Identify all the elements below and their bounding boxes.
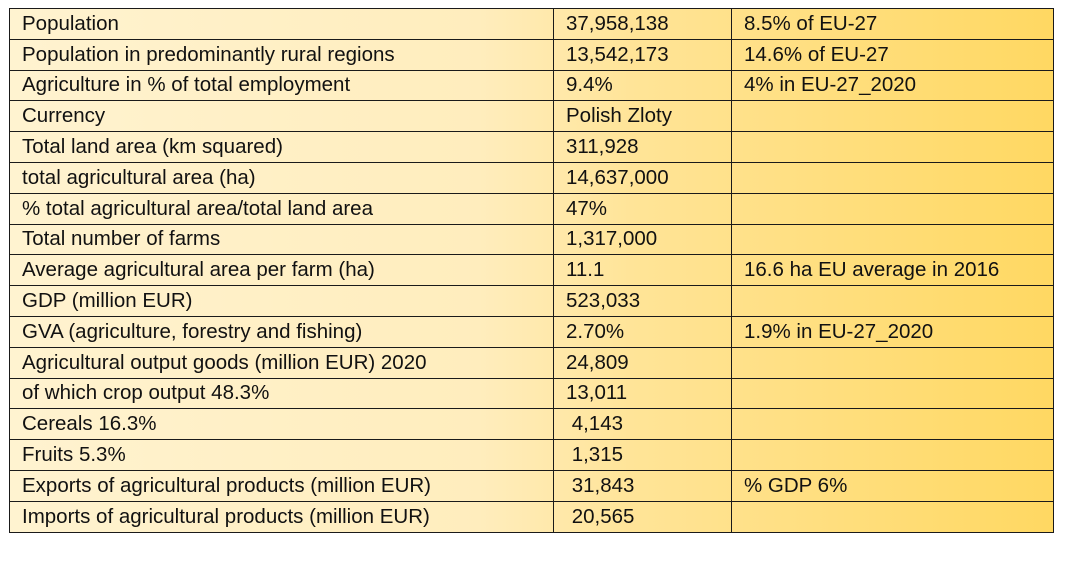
row-note [731, 131, 1054, 163]
row-note: % GDP 6% [731, 469, 1054, 502]
row-label: GDP (million EUR) [9, 285, 554, 317]
table-row: of which crop output 48.3% 13,011 [9, 377, 1054, 410]
row-value: 1,317,000 [553, 223, 732, 256]
table-row: total agricultural area (ha) 14,637,000 [9, 161, 1054, 194]
table-row: Fruits 5.3% 1,315 [9, 439, 1054, 471]
table-row: Currency Polish Zloty [9, 100, 1054, 133]
table-row: Total number of farms 1,317,000 [9, 223, 1054, 256]
row-note [731, 161, 1054, 194]
row-label: Total number of farms [9, 223, 554, 256]
row-note [731, 500, 1054, 533]
row-note [731, 346, 1054, 379]
table-row: Population in predominantly rural region… [9, 38, 1054, 71]
row-label: Population [9, 8, 554, 40]
row-note: 4% in EU-27_2020 [731, 69, 1054, 102]
table-row: Population 37,958,138 8.5% of EU-27 [9, 8, 1054, 40]
table-row: % total agricultural area/total land are… [9, 192, 1054, 225]
table-row: Exports of agricultural products (millio… [9, 469, 1054, 502]
row-note: 14.6% of EU-27 [731, 38, 1054, 71]
row-note [731, 377, 1054, 410]
table-row: GDP (million EUR) 523,033 [9, 285, 1054, 317]
row-note [731, 223, 1054, 256]
table-row: GVA (agriculture, forestry and fishing) 2… [9, 315, 1054, 348]
row-value: 24,809 [553, 346, 732, 379]
row-value: 2.70% [553, 315, 732, 348]
row-label: Exports of agricultural products (millio… [9, 469, 554, 502]
row-value: 13,542,173 [553, 38, 732, 71]
row-note [731, 439, 1054, 471]
row-value: Polish Zloty [553, 100, 732, 133]
row-value: 4,143 [553, 408, 732, 441]
row-value: 31,843 [553, 469, 732, 502]
table-row: Agricultural output goods (million EUR) … [9, 346, 1054, 379]
row-label: Currency [9, 100, 554, 133]
table-row: Imports of agricultural products (millio… [9, 500, 1054, 533]
row-value: 14,637,000 [553, 161, 732, 194]
agriculture-statistics-table: Population 37,958,138 8.5% of EU-27 Populat… [9, 8, 1054, 533]
row-label: Population in predominantly rural region… [9, 38, 554, 71]
row-value: 11.1 [553, 254, 732, 287]
row-note [731, 100, 1054, 133]
row-note [731, 408, 1054, 441]
row-note: 16.6 ha EU average in 2016 [731, 254, 1054, 287]
row-note [731, 285, 1054, 317]
table-row: Total land area (km squared) 311,928 [9, 131, 1054, 163]
row-label: Fruits 5.3% [9, 439, 554, 471]
table-row: Average agricultural area per farm (ha) 1… [9, 254, 1054, 287]
row-label: Average agricultural area per farm (ha) [9, 254, 554, 287]
row-value: 20,565 [553, 500, 732, 533]
row-value: 13,011 [553, 377, 732, 410]
row-label: Imports of agricultural products (millio… [9, 500, 554, 533]
row-value: 37,958,138 [553, 8, 732, 40]
row-note: 8.5% of EU-27 [731, 8, 1054, 40]
row-label: of which crop output 48.3% [9, 377, 554, 410]
row-value: 47% [553, 192, 732, 225]
row-value: 1,315 [553, 439, 732, 471]
row-label: Total land area (km squared) [9, 131, 554, 163]
row-value: 9.4% [553, 69, 732, 102]
row-value: 311,928 [553, 131, 732, 163]
row-label: % total agricultural area/total land are… [9, 192, 554, 225]
row-label: GVA (agriculture, forestry and fishing) [9, 315, 554, 348]
row-label: total agricultural area (ha) [9, 161, 554, 194]
table-row: Cereals 16.3% 4,143 [9, 408, 1054, 441]
row-note: 1.9% in EU-27_2020 [731, 315, 1054, 348]
row-note [731, 192, 1054, 225]
row-label: Cereals 16.3% [9, 408, 554, 441]
row-value: 523,033 [553, 285, 732, 317]
table-row: Agriculture in % of total employment 9.4%… [9, 69, 1054, 102]
row-label: Agriculture in % of total employment [9, 69, 554, 102]
row-label: Agricultural output goods (million EUR) … [9, 346, 554, 379]
